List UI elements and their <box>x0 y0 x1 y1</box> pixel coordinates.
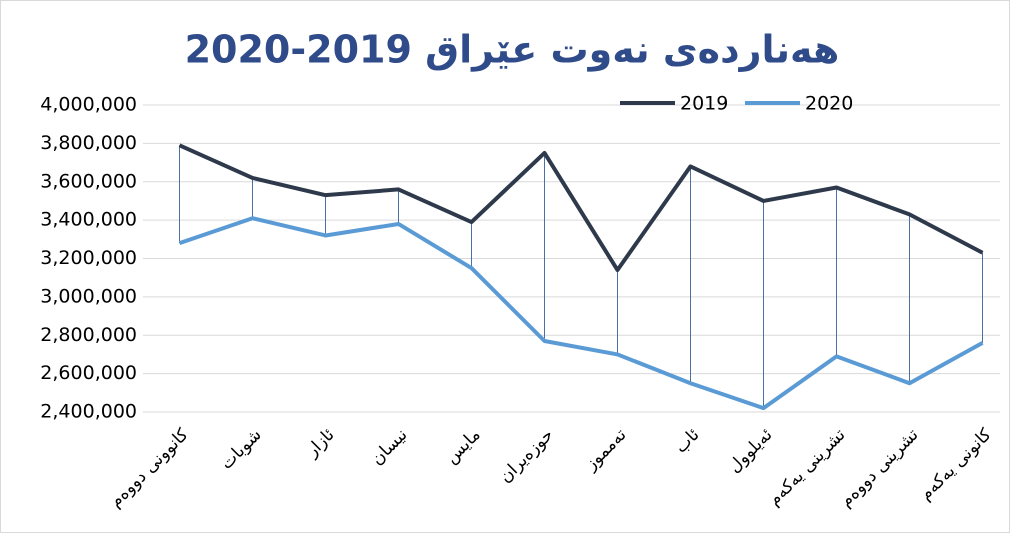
y-tick-label: 4,000,000 <box>40 94 137 116</box>
y-tick-label: 3,800,000 <box>40 132 137 154</box>
chart-title: هەناردەی نەوت عێراق 2019-2020 <box>185 28 840 73</box>
y-tick-label: 3,000,000 <box>40 285 137 307</box>
y-tick-label: 3,400,000 <box>40 209 137 231</box>
series-line <box>178 216 984 411</box>
legend-label: 2019 <box>680 93 728 115</box>
series-line <box>178 143 984 273</box>
y-tick-label: 3,600,000 <box>40 170 137 192</box>
legend-label: 2020 <box>805 93 853 115</box>
y-tick-label: 2,800,000 <box>40 324 137 346</box>
y-tick-label: 2,400,000 <box>40 401 137 423</box>
y-tick-label: 3,200,000 <box>40 247 137 269</box>
y-tick-label: 2,600,000 <box>40 362 137 384</box>
